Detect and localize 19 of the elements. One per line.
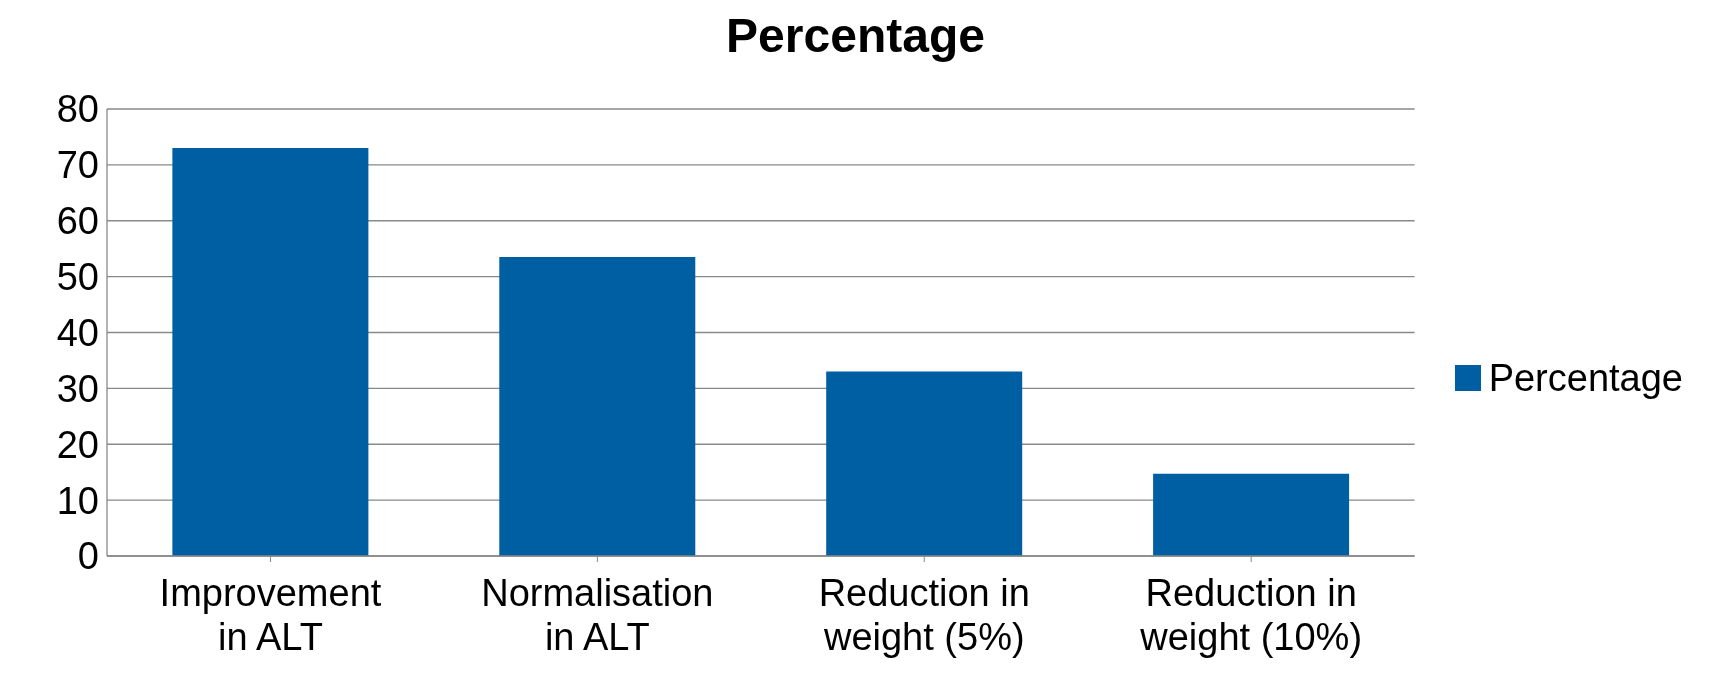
y-tick-label: 70	[56, 144, 99, 187]
bar	[499, 257, 696, 556]
y-tick-label: 60	[56, 200, 99, 243]
bar	[172, 148, 369, 556]
bar	[826, 371, 1023, 556]
y-tick-label: 20	[56, 423, 99, 466]
y-tick-label: 50	[56, 256, 99, 299]
y-tick-label: 10	[56, 479, 99, 522]
y-tick-label: 80	[56, 88, 99, 131]
bar	[1153, 473, 1350, 556]
x-tick-label: Normalisation in ALT	[481, 572, 714, 658]
y-tick-label: 30	[56, 367, 99, 410]
chart-title: Percentage	[725, 8, 986, 64]
y-tick-label: 0	[77, 535, 99, 578]
x-tick-label: Reduction in weight (5%)	[818, 572, 1030, 658]
legend-label: Percentage	[1488, 356, 1683, 400]
x-tick-label: Improvement in ALT	[159, 572, 382, 658]
x-tick-label: Reduction in weight (10%)	[1139, 572, 1363, 658]
y-tick-label: 40	[56, 311, 99, 354]
